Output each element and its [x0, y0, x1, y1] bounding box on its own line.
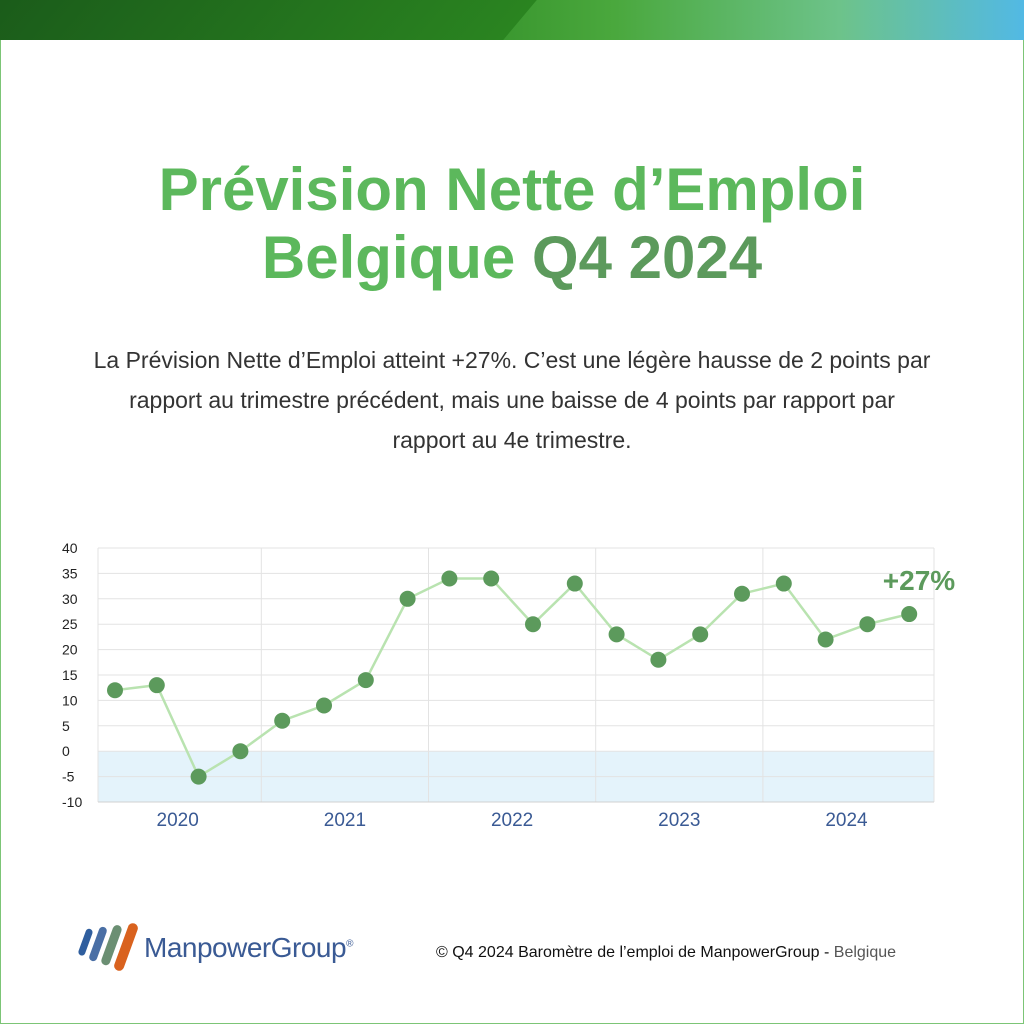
- x-tick-label-year: 2022: [491, 810, 533, 831]
- manpowergroup-logo-icon: [78, 923, 138, 971]
- copyright-country: Belgique: [833, 944, 897, 961]
- data-point: [316, 697, 332, 714]
- y-tick-label: 15: [62, 667, 78, 683]
- data-point: [148, 677, 165, 694]
- title-country: Belgique: [261, 224, 516, 291]
- data-point: [190, 768, 207, 785]
- copyright-text: © Q4 2024 Baromètre de l’emploi de Manpo…: [436, 944, 897, 961]
- y-tick-label: -5: [62, 769, 75, 785]
- y-tick-label: 0: [62, 743, 70, 759]
- x-tick-label-year: 2024: [825, 810, 868, 831]
- y-tick-label: 5: [62, 718, 70, 734]
- title-period: Q4 2024: [531, 224, 763, 291]
- y-tick-label: 10: [62, 692, 78, 708]
- title-line-2: Belgique Q4 2024: [0, 224, 1024, 292]
- x-tick-label-year: 2021: [324, 810, 366, 831]
- data-point: [232, 743, 249, 760]
- title-line-1: Prévision Nette d’Emploi: [158, 156, 866, 223]
- data-point: [483, 570, 500, 587]
- data-point: [525, 616, 541, 633]
- y-tick-label: 40: [62, 540, 78, 556]
- data-point: [650, 651, 667, 668]
- top-gradient-band: [0, 0, 1024, 40]
- data-point: [901, 606, 918, 623]
- latest-value-annotation: +27%: [883, 565, 955, 596]
- data-point: [441, 570, 458, 587]
- data-point: [608, 626, 625, 643]
- y-tick-label: 25: [62, 616, 78, 632]
- y-tick-label: 30: [62, 591, 78, 607]
- data-point: [859, 616, 876, 633]
- brand-name: ManpowerGroup®: [144, 932, 353, 963]
- page-title: Prévision Nette d’Emploi Belgique Q4 202…: [0, 156, 1024, 292]
- y-tick-label: -10: [62, 794, 82, 810]
- data-point: [775, 575, 792, 592]
- y-tick-label: 35: [62, 565, 78, 581]
- x-tick-label-year: 2023: [658, 810, 700, 831]
- description-text: La Prévision Nette d’Emploi atteint +27%…: [93, 347, 931, 453]
- data-point: [817, 631, 834, 648]
- forecast-line-chart: 40 35 30 25 20 15 10 5 0 -5 -10 2020 2021 2022 2023 202…: [62, 540, 955, 831]
- data-point: [692, 626, 709, 643]
- data-point: [566, 575, 583, 592]
- brand-logo: ManpowerGroup®: [76, 920, 353, 976]
- data-point: [734, 585, 750, 602]
- data-point: [357, 672, 374, 689]
- data-point: [399, 590, 416, 607]
- x-tick-label-year: 2020: [157, 810, 199, 831]
- data-point: [274, 712, 291, 729]
- copyright-main: © Q4 2024 Baromètre de l’emploi de Manpo…: [436, 944, 820, 961]
- y-tick-label: 20: [62, 642, 78, 658]
- data-point: [107, 682, 123, 699]
